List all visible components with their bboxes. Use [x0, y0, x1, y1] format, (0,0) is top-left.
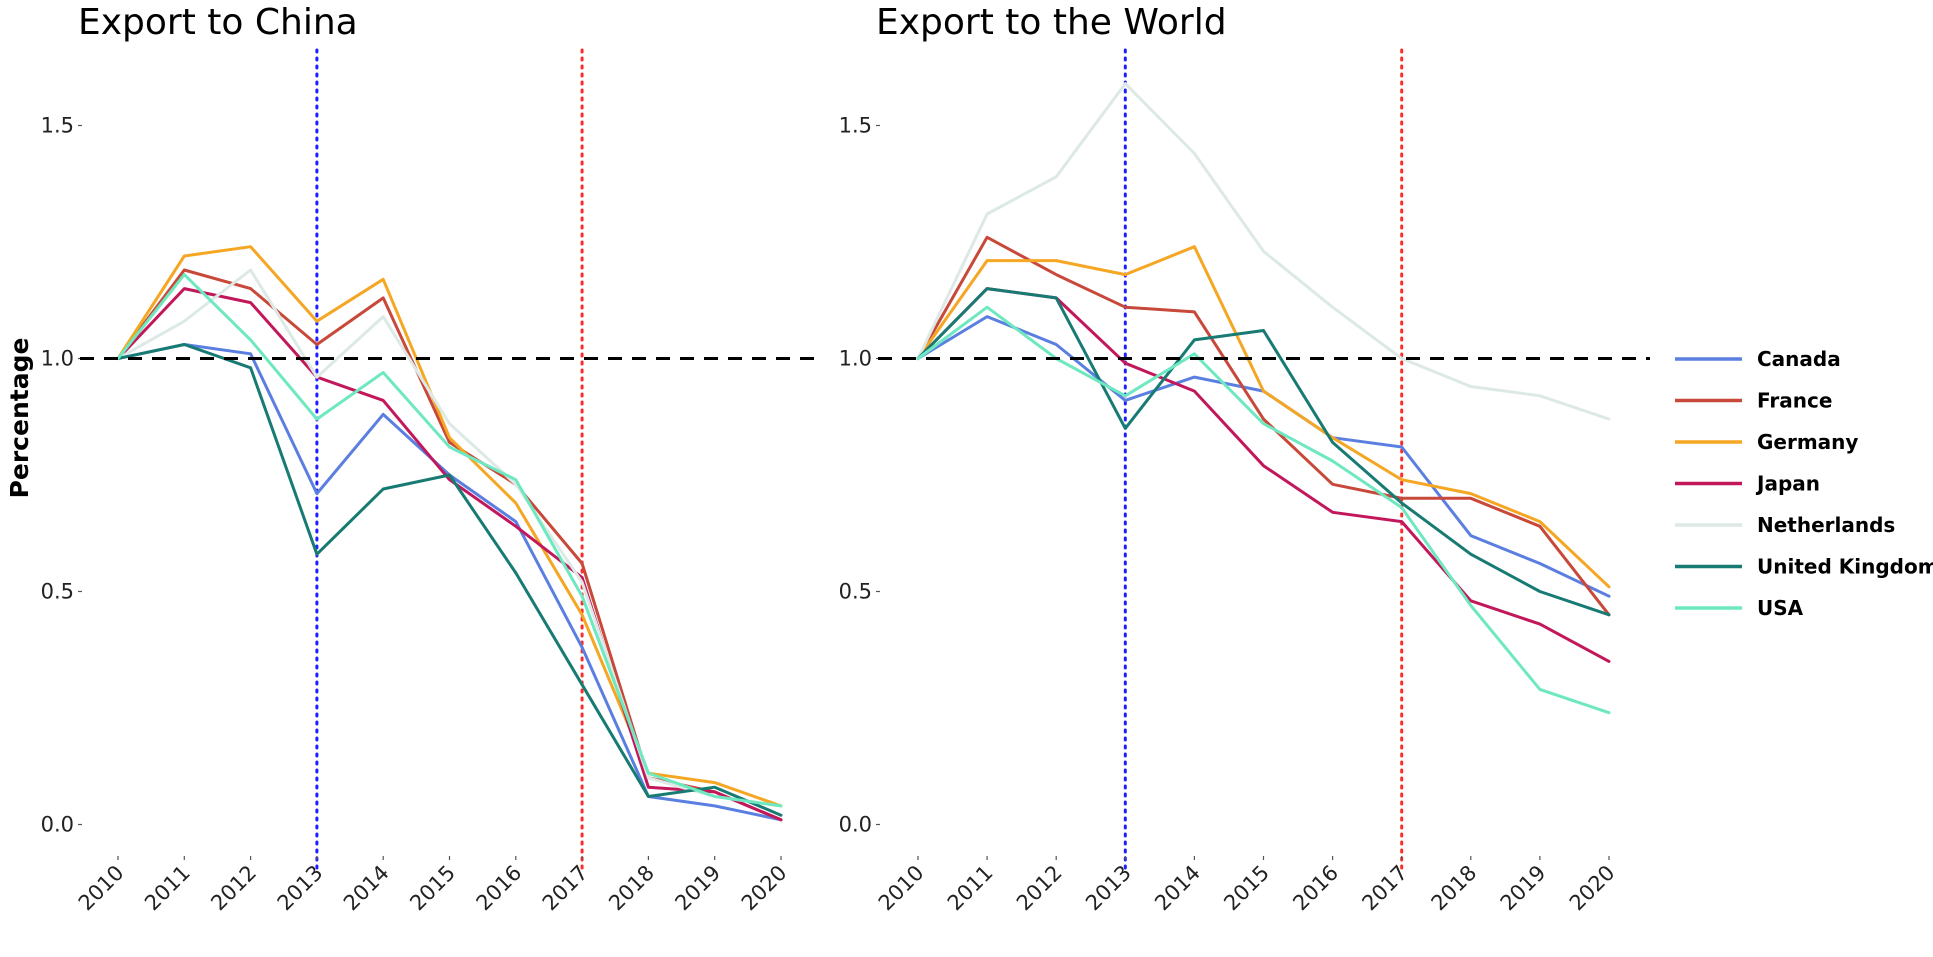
y-tick-label-china: 0.0 [41, 813, 74, 837]
legend-label: Germany [1757, 430, 1858, 454]
legend-label: Canada [1757, 347, 1841, 371]
legend-item-netherlands: Netherlands [1675, 513, 1895, 537]
x-tick-label-china: 2019 [670, 861, 725, 916]
series-line-france-world [916, 235, 1611, 617]
x-tick-label-china: 2010 [74, 861, 129, 916]
x-tick-label-china: 2017 [538, 861, 593, 916]
series-line-canada-china [116, 343, 783, 822]
legend-item-japan: Japan [1675, 472, 1820, 496]
series-line-united-kingdom-china [116, 343, 783, 817]
x-tick-label-world: 2016 [1288, 861, 1343, 916]
legend-label: USA [1757, 596, 1804, 620]
x-tick-label-world: 2010 [874, 861, 929, 916]
panel-export-to-china: Export to China 0.0 0.5 1.0 1.5 2010 2011 2012… [41, 2, 820, 915]
y-tick-label-world: 1.0 [839, 347, 872, 371]
series-line-netherlands-china [116, 268, 783, 808]
series-line-germany-china [116, 245, 783, 808]
legend-label: Netherlands [1757, 513, 1895, 537]
x-tick-label-world: 2013 [1081, 861, 1136, 916]
legend-label: United Kingdom [1757, 555, 1933, 579]
x-tick-label-world: 2011 [943, 861, 998, 916]
legend-label: Japan [1755, 472, 1820, 496]
panel-title-china: Export to China [78, 2, 358, 43]
x-tick-label-china: 2018 [604, 861, 659, 916]
series-line-germany-world [916, 245, 1611, 589]
series-line-netherlands-world [916, 82, 1611, 421]
y-tick-label-world: 0.5 [839, 580, 872, 604]
x-tick-label-world: 2019 [1496, 861, 1551, 916]
legend-label: France [1757, 389, 1832, 413]
y-tick-label-china: 1.5 [41, 114, 74, 138]
x-tick-label-world: 2012 [1012, 861, 1067, 916]
series-line-japan-china [116, 287, 783, 822]
x-tick-label-china: 2020 [737, 861, 792, 916]
legend-item-united-kingdom: United Kingdom [1675, 555, 1933, 579]
series-line-japan-world [916, 287, 1611, 663]
x-tick-label-china: 2011 [140, 861, 195, 916]
x-tick-label-china: 2012 [206, 861, 261, 916]
y-tick-label-world: 1.5 [839, 114, 872, 138]
y-axis-label: Percentage [5, 338, 34, 499]
series-line-france-china [116, 268, 783, 822]
x-tick-label-china: 2016 [472, 861, 527, 916]
panel-export-to-world: Export to the World 0.0 0.5 1.0 1.5 2010 2011… [839, 2, 1650, 915]
legend-item-canada: Canada [1675, 347, 1841, 371]
x-tick-label-world: 2017 [1357, 861, 1412, 916]
legend-item-germany: Germany [1675, 430, 1858, 454]
x-tick-label-china: 2014 [339, 861, 394, 916]
x-tick-label-china: 2015 [405, 861, 460, 916]
legend: Canada France Germany Japan Netherlands Unite… [1675, 347, 1933, 620]
y-tick-label-china: 1.0 [41, 347, 74, 371]
legend-item-usa: USA [1675, 596, 1804, 620]
series-line-usa-world [916, 305, 1611, 715]
x-tick-label-china: 2013 [273, 861, 328, 916]
x-tick-label-world: 2018 [1427, 861, 1482, 916]
x-tick-label-world: 2020 [1565, 861, 1620, 916]
y-tick-label-world: 0.0 [839, 813, 872, 837]
y-tick-label-china: 0.5 [41, 580, 74, 604]
x-tick-label-world: 2015 [1219, 861, 1274, 916]
panel-title-world: Export to the World [876, 2, 1227, 43]
series-line-united-kingdom-world [916, 287, 1611, 617]
legend-item-france: France [1675, 389, 1832, 413]
x-tick-label-world: 2014 [1150, 861, 1205, 916]
series-line-usa-china [116, 273, 783, 808]
